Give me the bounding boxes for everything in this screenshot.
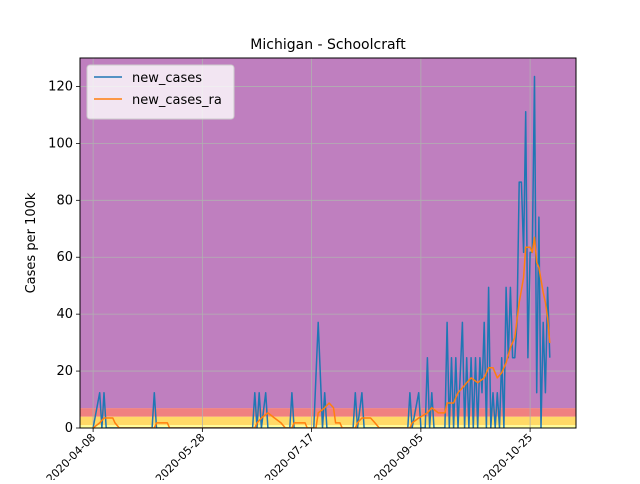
legend-label-new_cases: new_cases: [132, 71, 202, 86]
x-tick-label: 2020-09-05: [372, 431, 426, 480]
y-tick-label: 120: [48, 79, 73, 94]
y-tick-label: 80: [56, 193, 73, 208]
y-tick-label: 40: [56, 307, 73, 322]
chart-title: Michigan - Schoolcraft: [250, 37, 406, 53]
legend-box: [86, 64, 235, 120]
x-tick-label: 2020-05-28: [153, 431, 207, 480]
y-tick-label: 20: [56, 364, 73, 379]
plot-frame: [79, 57, 577, 429]
y-tick-label: 100: [48, 136, 73, 151]
series-line-new_cases: [92, 75, 551, 428]
legend: new_cases new_cases_ra: [86, 64, 235, 120]
x-tick-label: 2020-04-08: [44, 431, 98, 480]
y-tick-label: 60: [56, 250, 73, 265]
risk-band-2: [80, 408, 576, 417]
risk-band-1: [80, 416, 576, 426]
series-layer: [92, 75, 551, 428]
y-axis-label: Cases per 100k: [24, 192, 39, 293]
legend-label-new_cases_ra: new_cases_ra: [132, 93, 222, 108]
x-axis: 2020-04-08 2020-05-28 2020-07-17 2020-09-05…: [44, 428, 535, 484]
y-axis: 0 20 40 60 80 100 120: [48, 79, 80, 436]
y-tick-label: 0: [65, 421, 73, 436]
x-tick-label: 2020-10-25: [481, 431, 535, 480]
series-line-new_cases_ra: [92, 236, 551, 428]
x-tick-label: 2020-07-17: [262, 431, 316, 480]
risk-band-0: [80, 425, 576, 428]
